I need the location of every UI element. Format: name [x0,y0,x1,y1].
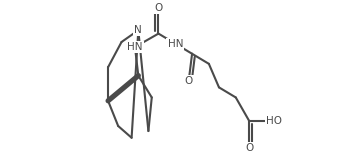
Text: N: N [134,25,142,35]
Text: O: O [185,76,193,86]
Text: HO: HO [266,116,282,126]
Text: HN: HN [127,42,143,52]
Text: O: O [245,143,253,153]
Text: HN: HN [167,39,183,49]
Text: O: O [154,3,163,13]
